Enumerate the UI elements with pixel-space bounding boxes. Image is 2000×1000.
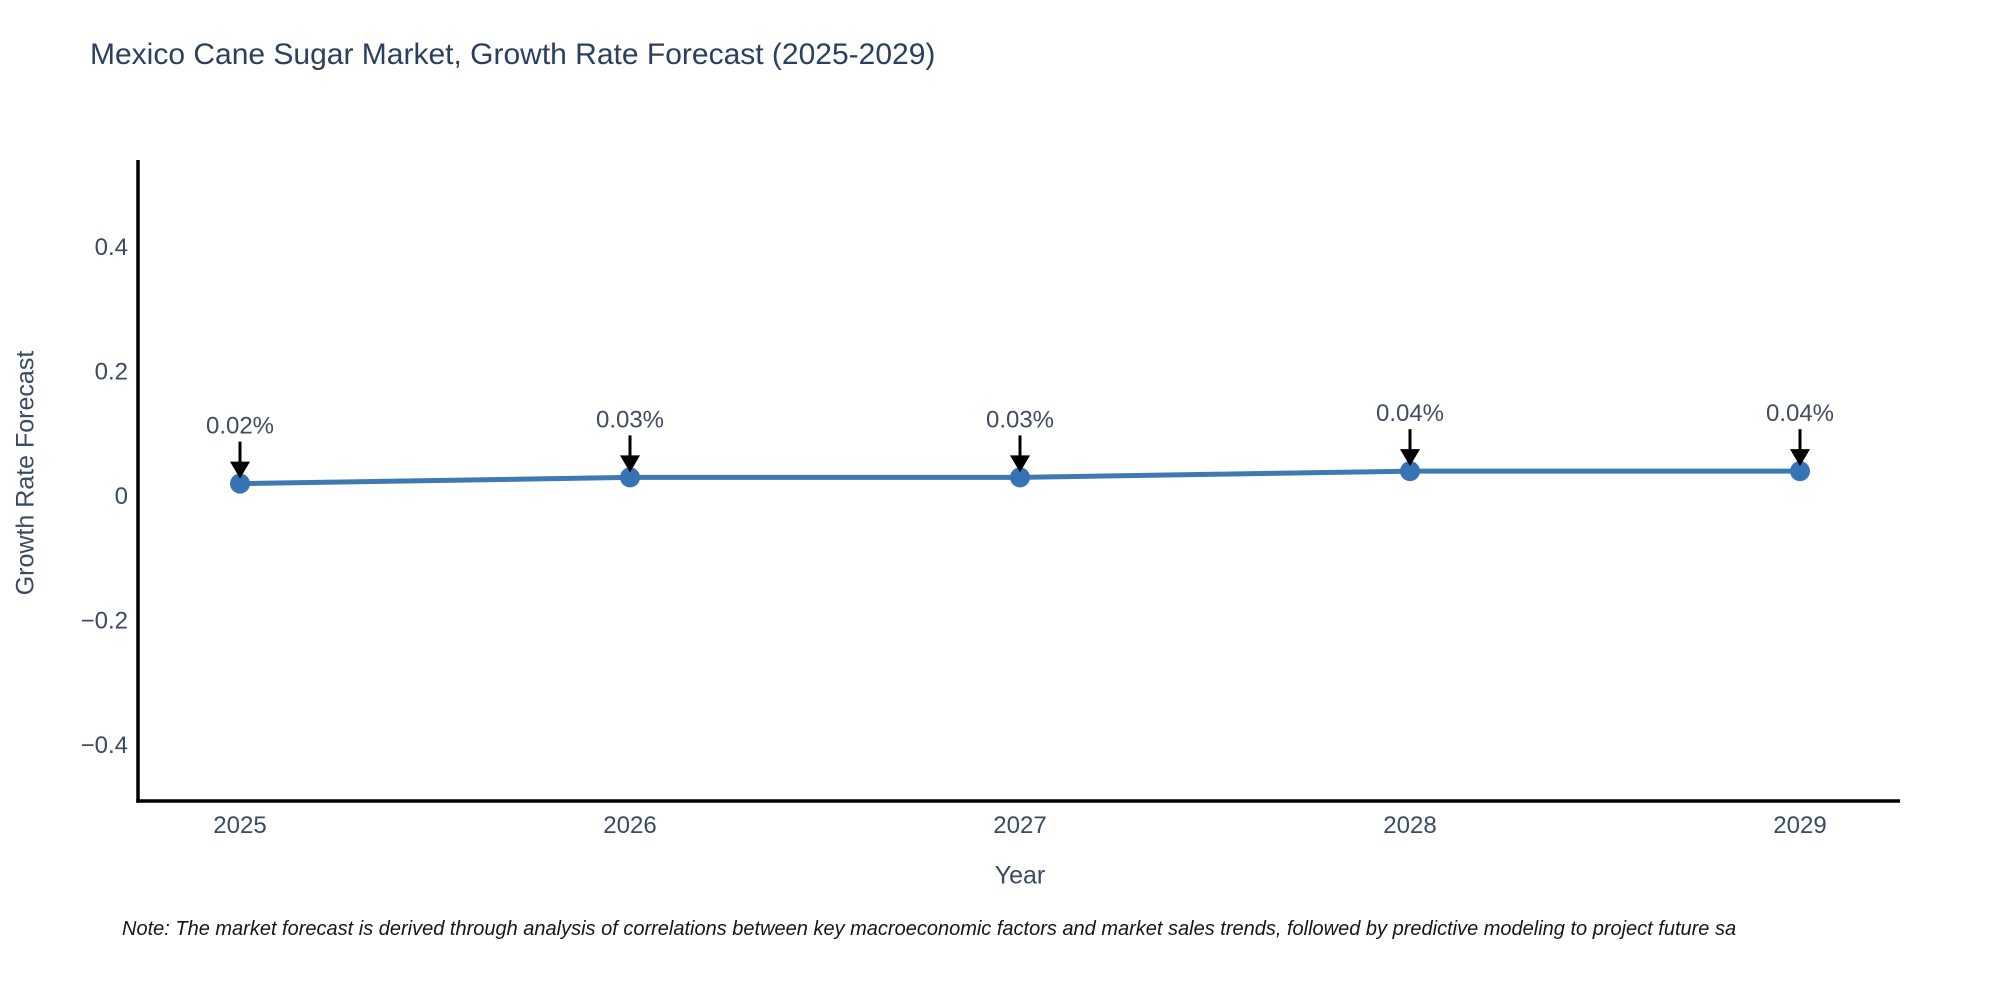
data-point-marker	[620, 467, 640, 488]
point-annotation: 0.03%	[986, 406, 1054, 433]
annotation-arrow-head	[1400, 449, 1420, 467]
data-point-marker	[1010, 467, 1030, 488]
annotation-arrow-head	[230, 461, 250, 479]
x-tick-label: 2029	[1773, 812, 1826, 839]
y-tick-label: 0	[115, 483, 128, 510]
x-tick-label: 2025	[213, 812, 266, 839]
annotation-arrow-head	[1790, 449, 1810, 467]
x-tick-label: 2028	[1383, 812, 1436, 839]
point-annotation: 0.03%	[596, 406, 664, 433]
point-annotation: 0.04%	[1376, 400, 1444, 427]
data-point-marker	[1400, 461, 1420, 482]
annotation-arrow-head	[620, 455, 640, 473]
x-axis-title: Year	[994, 861, 1046, 890]
x-tick-label: 2027	[993, 812, 1046, 839]
data-point-marker	[230, 473, 250, 494]
point-annotation: 0.02%	[206, 413, 274, 440]
chart-title: Mexico Cane Sugar Market, Growth Rate Fo…	[90, 38, 936, 71]
y-tick-label: −0.4	[81, 732, 128, 759]
y-tick-label: −0.2	[81, 608, 128, 635]
y-tick-label: 0.4	[95, 234, 128, 261]
annotation-arrow-head	[1010, 455, 1030, 473]
data-point-marker	[1790, 461, 1810, 482]
point-annotation: 0.04%	[1766, 400, 1834, 427]
footnote: Note: The market forecast is derived thr…	[122, 918, 1737, 940]
y-tick-label: 0.2	[95, 359, 128, 386]
x-tick-label: 2026	[603, 812, 656, 839]
